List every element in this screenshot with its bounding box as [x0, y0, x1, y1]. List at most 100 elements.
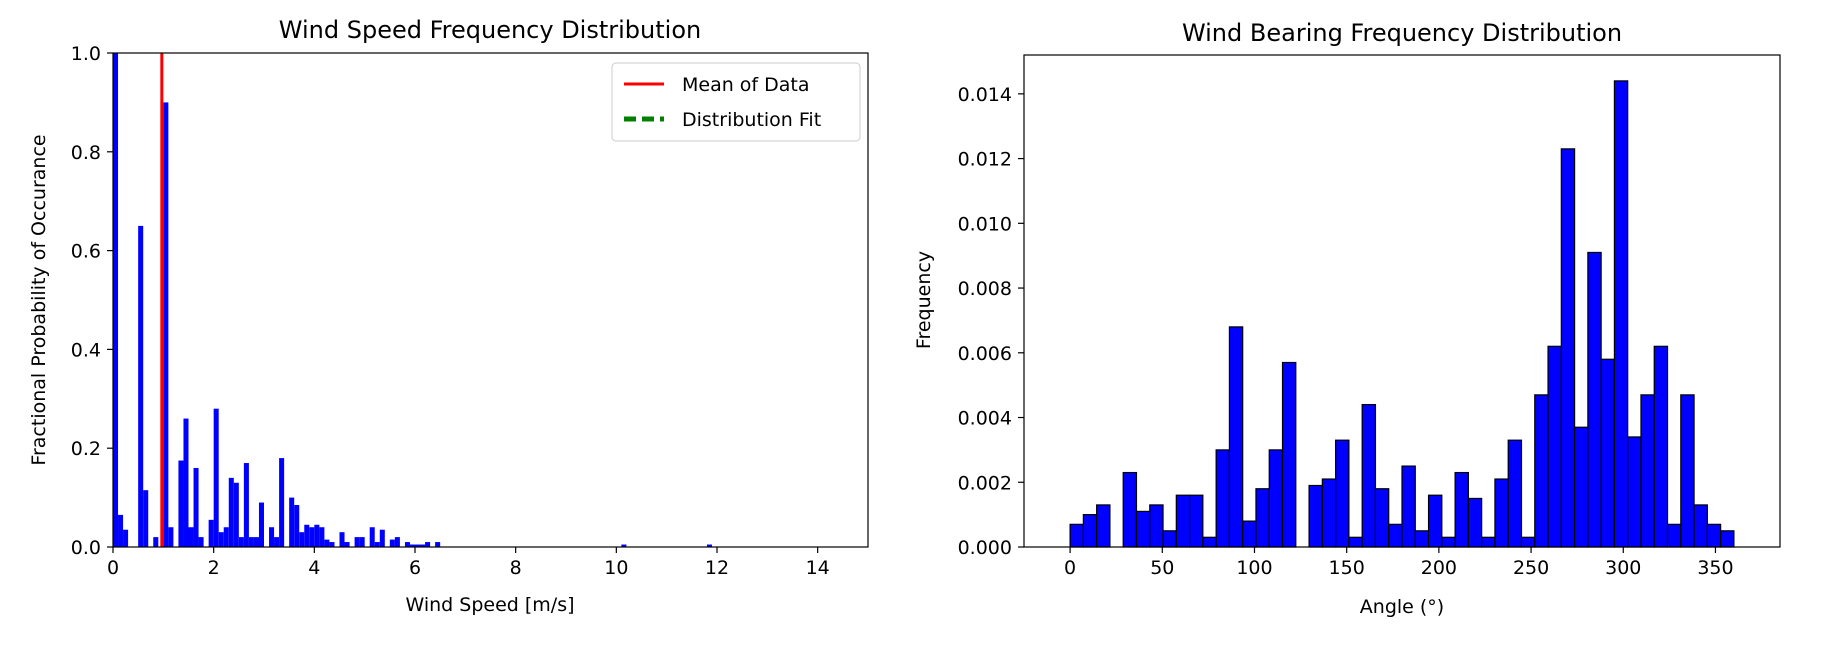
x-axis-label: Angle (°): [1360, 596, 1444, 618]
bar: [324, 539, 330, 547]
bar: [1082, 514, 1098, 548]
bar: [1188, 494, 1204, 548]
bar: [193, 467, 199, 547]
bar: [1242, 520, 1257, 548]
x-tick-label: 6: [409, 557, 421, 579]
y-tick-label: 0.8: [71, 142, 101, 164]
bar: [394, 537, 400, 547]
bar: [153, 537, 159, 547]
bar: [415, 544, 421, 547]
bar: [1228, 326, 1244, 548]
chart-title: Wind Speed Frequency Distribution: [279, 16, 701, 44]
bar: [248, 537, 254, 547]
plot-frame: [112, 52, 869, 548]
bar: [238, 537, 244, 547]
bar: [354, 537, 360, 547]
chart-title: Wind Bearing Frequency Distribution: [1182, 19, 1622, 47]
x-ticks: 0 50 100 150 200 250 300 350: [1064, 547, 1734, 579]
bar: [420, 544, 426, 547]
bar: [1613, 80, 1629, 548]
bar: [163, 102, 169, 548]
bar: [1427, 494, 1443, 548]
y-tick-label: 0.006: [958, 343, 1012, 365]
bar: [178, 460, 184, 547]
bar: [213, 408, 219, 547]
bar: [319, 527, 325, 547]
bar: [294, 505, 300, 547]
bar: [329, 542, 335, 547]
x-tick-label: 12: [705, 557, 729, 579]
y-axis-label: Fractional Probability of Occurance: [28, 134, 50, 465]
bar: [1096, 504, 1111, 548]
bar: [1149, 504, 1164, 548]
bar: [1467, 497, 1483, 548]
bars: [1069, 80, 1735, 548]
bar: [435, 542, 441, 547]
y-tick-label: 0.014: [958, 84, 1012, 106]
bar: [1534, 394, 1549, 548]
bar: [379, 529, 385, 547]
x-tick-label: 10: [604, 557, 628, 579]
bar: [1653, 345, 1669, 548]
bar: [208, 519, 214, 547]
y-tick-label: 0.008: [958, 278, 1012, 300]
bar: [1706, 523, 1722, 548]
bar: [1560, 148, 1576, 548]
bar: [389, 539, 395, 547]
bar: [1175, 494, 1191, 548]
bar: [223, 527, 229, 547]
bar: [1627, 436, 1642, 548]
y-tick-label: 1.0: [71, 43, 101, 65]
bar: [1573, 426, 1589, 548]
bar: [269, 527, 275, 547]
x-tick-label: 2: [208, 557, 220, 579]
bar: [374, 542, 380, 547]
bar: [1135, 510, 1151, 548]
y-tick-label: 0.012: [958, 149, 1012, 171]
y-tick-label: 0.000: [958, 537, 1012, 559]
bar: [123, 529, 129, 547]
bar: [409, 544, 415, 547]
bar: [1202, 536, 1217, 548]
x-tick-label: 100: [1236, 557, 1272, 579]
bar: [1374, 488, 1390, 548]
bar: [233, 482, 239, 547]
bar: [1321, 478, 1337, 548]
legend-label-fit: Distribution Fit: [682, 109, 821, 131]
y-ticks: 0.0 0.2 0.4 0.6 0.8 1.0: [71, 43, 113, 559]
bar: [1335, 439, 1350, 548]
bar: [309, 527, 315, 547]
bar: [1481, 536, 1496, 548]
x-tick-label: 200: [1421, 557, 1457, 579]
plot-frame: [1023, 54, 1781, 548]
bar: [1680, 394, 1695, 548]
legend-box: [611, 62, 861, 142]
bar: [1507, 439, 1523, 548]
bar: [314, 524, 320, 547]
bar: [425, 542, 431, 547]
bar: [279, 458, 285, 547]
bar: [1720, 530, 1735, 548]
bar: [143, 490, 149, 547]
x-tick-label: 0: [1064, 557, 1076, 579]
bar: [706, 544, 712, 547]
bar: [183, 418, 189, 547]
bar: [1547, 345, 1562, 548]
bar: [289, 497, 295, 547]
y-tick-label: 0.004: [958, 408, 1012, 430]
bar: [1441, 536, 1456, 548]
bar: [1122, 471, 1138, 548]
bar: [228, 477, 234, 547]
x-tick-label: 14: [806, 557, 830, 579]
bar: [253, 537, 259, 547]
bar: [138, 225, 144, 547]
x-tick-label: 150: [1329, 557, 1365, 579]
bar: [118, 514, 124, 547]
bar: [1348, 536, 1363, 548]
bar: [1308, 484, 1323, 548]
x-ticks: 0 2 4 6 8 10 12 14: [107, 547, 830, 579]
bar: [1640, 394, 1655, 548]
y-tick-label: 0.002: [958, 472, 1012, 494]
bar: [1388, 523, 1403, 548]
